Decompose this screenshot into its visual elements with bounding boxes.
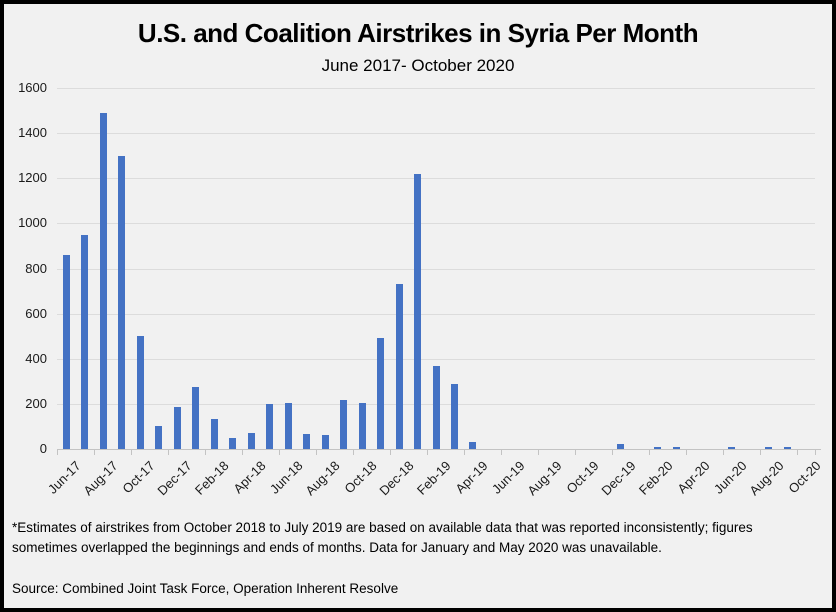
x-tick-label-Jun-20: Jun-20 xyxy=(710,458,750,497)
x-tick-label-Oct-20: Oct-20 xyxy=(785,458,824,497)
x-tick-mark xyxy=(205,450,206,455)
y-tick-label-800: 800 xyxy=(25,261,47,276)
chart-title: U.S. and Coalition Airstrikes in Syria P… xyxy=(137,18,699,48)
x-tick-mark xyxy=(279,450,280,455)
bar-Mar-19 xyxy=(450,384,458,449)
x-tick-label-Apr-19: Apr-19 xyxy=(452,458,491,497)
bar-Apr-19 xyxy=(469,442,477,449)
gridline-1600 xyxy=(57,88,815,89)
bar-Feb-20 xyxy=(654,447,662,449)
bar-Aug-20 xyxy=(765,447,773,449)
x-tick-label-Aug-20: Aug-20 xyxy=(746,458,787,499)
y-tick-label-600: 600 xyxy=(25,306,47,321)
y-tick-label-200: 200 xyxy=(25,396,47,411)
x-tick-label-Oct-17: Oct-17 xyxy=(119,458,158,497)
x-tick-mark xyxy=(686,450,687,455)
bar-Aug-18 xyxy=(321,435,329,449)
x-tick-label-Apr-18: Apr-18 xyxy=(230,458,269,497)
x-tick-mark xyxy=(168,450,169,455)
x-tick-mark xyxy=(612,450,613,455)
x-tick-mark xyxy=(242,450,243,455)
x-tick-label-Aug-18: Aug-18 xyxy=(302,458,343,499)
x-tick-mark xyxy=(501,450,502,455)
x-tick-label-Jun-18: Jun-18 xyxy=(266,458,306,497)
x-tick-mark xyxy=(353,450,354,455)
y-tick-label-1600: 1600 xyxy=(18,80,47,95)
x-tick-label-Feb-20: Feb-20 xyxy=(635,458,676,498)
x-tick-mark xyxy=(649,450,650,455)
x-tick-label-Dec-17: Dec-17 xyxy=(154,458,195,499)
bar-Sep-20 xyxy=(783,447,791,449)
y-tick-label-400: 400 xyxy=(25,351,47,366)
bar-Jan-18 xyxy=(192,387,200,449)
bar-Jul-18 xyxy=(303,434,311,449)
gridline-1000 xyxy=(57,223,815,224)
bar-Nov-17 xyxy=(155,426,163,449)
x-tick-mark xyxy=(94,450,95,455)
y-tick-label-1400: 1400 xyxy=(18,125,47,140)
x-tick-mark xyxy=(575,450,576,455)
bar-Jan-19 xyxy=(414,174,421,449)
bar-Dec-17 xyxy=(173,407,181,449)
bar-Jun-17 xyxy=(62,255,70,449)
bar-Apr-18 xyxy=(247,433,255,449)
y-tick-label-1000: 1000 xyxy=(18,215,47,230)
x-tick-label-Oct-19: Oct-19 xyxy=(563,458,602,497)
bar-Sep-17 xyxy=(118,156,126,449)
bar-Dec-18 xyxy=(395,284,403,449)
x-tick-label-Aug-19: Aug-19 xyxy=(524,458,565,499)
bar-Jul-17 xyxy=(81,235,89,449)
x-tick-mark xyxy=(390,450,391,455)
x-tick-label-Dec-18: Dec-18 xyxy=(376,458,417,499)
x-tick-mark xyxy=(797,450,798,455)
x-tick-mark xyxy=(723,450,724,455)
source-note: Source: Combined Joint Task Force, Opera… xyxy=(12,581,399,596)
bar-Mar-18 xyxy=(229,438,237,449)
x-tick-mark xyxy=(538,450,539,455)
bar-Sep-18 xyxy=(340,400,348,449)
x-tick-mark xyxy=(464,450,465,455)
x-tick-label-Aug-17: Aug-17 xyxy=(80,458,121,499)
x-tick-label-Apr-20: Apr-20 xyxy=(674,458,713,497)
x-tick-label-Oct-18: Oct-18 xyxy=(341,458,380,497)
chart-subtitle: June 2017- October 2020 xyxy=(321,56,515,75)
gridline-1400 xyxy=(57,133,815,134)
x-tick-label-Dec-19: Dec-19 xyxy=(598,458,639,499)
x-tick-mark xyxy=(427,450,428,455)
x-tick-mark xyxy=(760,450,761,455)
x-tick-label-Jun-17: Jun-17 xyxy=(45,458,84,497)
gridline-600 xyxy=(57,314,815,315)
bar-Nov-18 xyxy=(377,338,385,449)
y-tick-label-0: 0 xyxy=(39,441,47,456)
x-tick-label-Feb-19: Feb-19 xyxy=(413,458,454,498)
bar-Feb-18 xyxy=(210,419,218,449)
x-tick-mark xyxy=(815,450,816,455)
gridline-1200 xyxy=(57,178,815,179)
gridline-400 xyxy=(57,359,815,360)
bar-Feb-19 xyxy=(432,366,440,449)
x-tick-label-Jun-19: Jun-19 xyxy=(488,458,528,497)
y-tick-label-1200: 1200 xyxy=(18,170,47,185)
bar-Dec-19 xyxy=(617,444,625,449)
gridline-800 xyxy=(57,269,815,270)
bar-Jun-18 xyxy=(284,403,292,449)
x-tick-mark xyxy=(57,450,58,455)
x-tick-mark xyxy=(316,450,317,455)
bar-Aug-17 xyxy=(99,113,107,449)
bar-Oct-17 xyxy=(136,336,144,449)
plot-area xyxy=(57,88,821,450)
bar-Jun-20 xyxy=(728,447,736,449)
x-tick-label-Feb-18: Feb-18 xyxy=(192,458,232,498)
bar-Oct-18 xyxy=(358,403,366,449)
x-tick-mark xyxy=(131,450,132,455)
bar-May-18 xyxy=(266,404,274,449)
footnote: *Estimates of airstrikes from October 20… xyxy=(12,520,753,556)
bar-Mar-20 xyxy=(672,447,680,449)
x-axis-line xyxy=(57,449,821,450)
